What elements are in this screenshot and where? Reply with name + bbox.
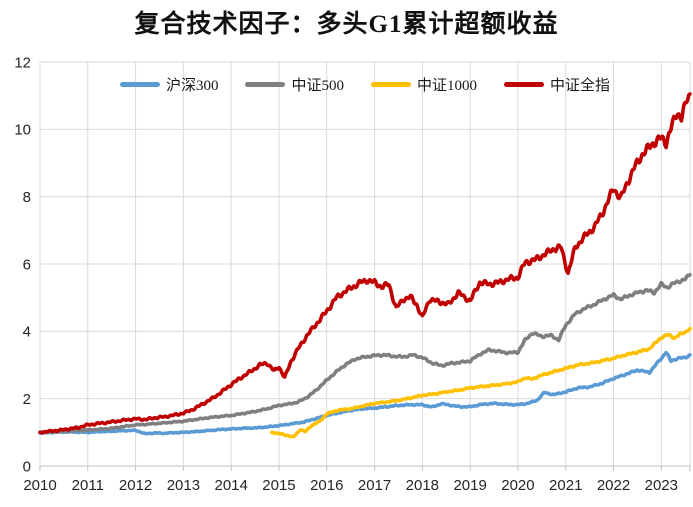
y-tick-label: 10 bbox=[14, 122, 31, 139]
series-line-csi500 bbox=[38, 272, 692, 435]
legend-label-hs300: 沪深300 bbox=[165, 78, 219, 94]
x-tick-label: 2014 bbox=[214, 477, 247, 494]
x-tick-label: 2012 bbox=[119, 477, 152, 494]
legend-item-csi-all: 中证全指 bbox=[504, 74, 610, 95]
series-line-csi1000 bbox=[269, 326, 692, 439]
legend-swatch-hs300 bbox=[119, 82, 160, 87]
legend-label-csi1000: 中证1000 bbox=[417, 78, 478, 94]
legend-label-csi500: 中证500 bbox=[291, 78, 344, 94]
legend-swatch-csi1000 bbox=[371, 82, 411, 87]
chart-title: 复合技术因子：多头G1累计超额收益 bbox=[134, 11, 559, 38]
x-tick-label: 2023 bbox=[645, 477, 678, 494]
x-tick-label: 2021 bbox=[549, 477, 582, 494]
x-tick-label: 2022 bbox=[597, 477, 630, 494]
x-tick-label: 2018 bbox=[406, 477, 439, 494]
x-tick-label: 2016 bbox=[310, 477, 343, 494]
y-tick-label: 8 bbox=[23, 189, 31, 206]
x-tick-label: 2019 bbox=[453, 477, 486, 494]
legend-swatch-csi500 bbox=[245, 82, 286, 87]
y-tick-label: 2 bbox=[23, 391, 31, 408]
x-tick-label: 2011 bbox=[72, 477, 104, 494]
series-line-csi-all bbox=[38, 92, 692, 435]
legend-item-hs300: 沪深300 bbox=[119, 74, 219, 95]
legend: 沪深300 中证500 中证1000 中证全指 bbox=[40, 74, 690, 95]
x-tick-label: 2017 bbox=[358, 477, 391, 494]
x-tick-label: 2020 bbox=[501, 477, 534, 494]
legend-label-csi-all: 中证全指 bbox=[550, 78, 611, 94]
y-tick-label: 6 bbox=[23, 256, 31, 273]
y-tick-label: 12 bbox=[14, 54, 31, 71]
y-tick-label: 4 bbox=[23, 324, 31, 341]
series-line-hs300 bbox=[38, 350, 692, 436]
legend-swatch-csi-all bbox=[504, 82, 545, 87]
legend-item-csi1000: 中证1000 bbox=[371, 74, 477, 95]
x-tick-label: 2015 bbox=[262, 477, 295, 494]
x-tick-label: 2013 bbox=[167, 477, 200, 494]
x-tick-label: 2010 bbox=[23, 477, 56, 494]
y-tick-label: 0 bbox=[23, 458, 31, 475]
legend-item-csi500: 中证500 bbox=[245, 74, 344, 95]
